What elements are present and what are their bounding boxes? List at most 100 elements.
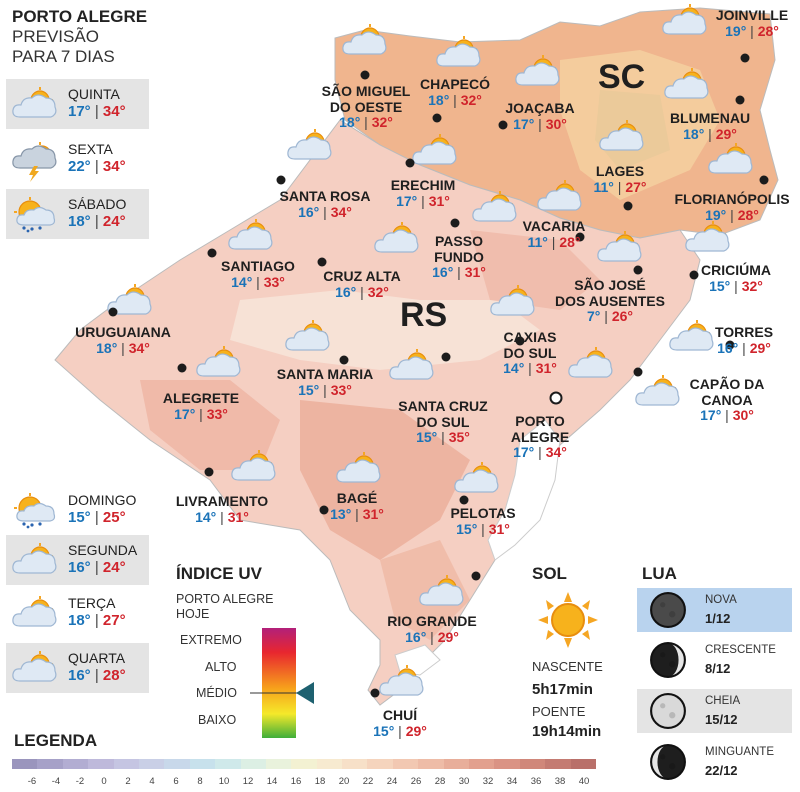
- legend-color-segment: [88, 759, 114, 769]
- legend-color-segment: [62, 759, 89, 769]
- city-marker-florianopolis: [759, 175, 769, 185]
- min-temp: 19°: [725, 22, 747, 39]
- legend-color-segment: [164, 759, 190, 769]
- min-temp: 15°: [709, 277, 731, 294]
- city-name: RIO GRANDE: [387, 613, 477, 629]
- uv-title: ÍNDICE UV: [176, 564, 262, 583]
- forecast-day-name: SEXTA: [68, 141, 113, 157]
- min-temp: 15°: [298, 381, 320, 398]
- partly-cloudy-icon: [513, 55, 561, 89]
- moon-phase-date: 22/12: [705, 763, 738, 778]
- city-erechim: ERECHIM 17° | 31°: [391, 177, 456, 209]
- max-temp: 27°: [625, 178, 647, 195]
- min-temp: 18°: [68, 213, 91, 230]
- city-marker-lages: [623, 201, 633, 211]
- partly-cloudy-icon: [595, 231, 643, 265]
- sunset-label: POENTE: [532, 704, 586, 719]
- city-chui: CHUÍ 15° | 29°: [373, 707, 427, 739]
- forecast-day-1: QUINTA 17° | 34°: [6, 79, 149, 129]
- city-temps: 16° | 32°: [335, 283, 389, 300]
- partly-cloudy-icon: [633, 375, 681, 409]
- max-temp: 27°: [102, 612, 126, 629]
- city-marker-cruz-alta: [317, 257, 327, 267]
- city-name: ALEGRETE: [162, 390, 240, 406]
- city-name: CAPÃO DA: [689, 376, 765, 392]
- min-temp: 16°: [335, 283, 357, 300]
- city-santa-maria: SANTA MARIA 15° | 33°: [277, 366, 373, 398]
- partly-cloudy-icon: [372, 222, 420, 256]
- partly-cloudy-icon: [340, 24, 388, 58]
- forecast-day-name: DOMINGO: [68, 492, 137, 508]
- min-temp: 11°: [593, 178, 614, 195]
- max-temp: 32°: [371, 114, 393, 131]
- city-temps: 15° | 33°: [298, 381, 352, 398]
- city-marker-sao-miguel: [360, 70, 370, 80]
- city-temps: 15° | 32°: [709, 277, 763, 294]
- legend-color-segment: [291, 759, 317, 769]
- max-temp: 28°: [737, 206, 759, 223]
- legend-color-segment: [494, 759, 520, 769]
- max-temp: 28°: [757, 22, 779, 39]
- city-name: SANTIAGO: [221, 258, 295, 274]
- min-temp: 19°: [705, 206, 727, 223]
- legend-color-segment: [519, 759, 546, 769]
- uv-day: HOJE: [176, 607, 210, 621]
- partly-cloudy-icon: [377, 665, 425, 699]
- city-temps: 17° | 33°: [174, 405, 228, 422]
- city-alegrete: ALEGRETE 17° | 33°: [162, 390, 240, 422]
- min-temp: 15°: [68, 509, 91, 526]
- moon-phase-4: MINGUANTE 22/12: [637, 740, 792, 784]
- legend-color-segment: [240, 759, 266, 769]
- max-temp: 34°: [102, 103, 126, 120]
- city-temps: 18° | 34°: [96, 339, 150, 356]
- city-chapeco: CHAPECÓ 18° | 32°: [420, 76, 490, 108]
- city-name: CAXIAS: [503, 329, 557, 345]
- legend-color-segment: [443, 759, 470, 769]
- moon-phase-2: CRESCENTE 8/12: [637, 638, 792, 682]
- partly-cloudy-icon: [706, 143, 754, 177]
- legend-tick-label: 32: [482, 776, 494, 787]
- city-torres: TORRES 16° | 29°: [714, 324, 774, 356]
- city-sao-miguel: SÃO MIGUEL DO OESTE 18° | 32°: [322, 83, 411, 131]
- legend-color-segment: [189, 759, 216, 769]
- uv-gradient-bar: [262, 628, 296, 738]
- city-marker-criciuma: [689, 270, 699, 280]
- legend-color-segment: [392, 759, 419, 769]
- city-pelotas: PELOTAS 15° | 31°: [450, 505, 516, 537]
- first-quarter-moon-icon: [649, 641, 687, 684]
- forecast-day-temps: 16° | 24°: [68, 559, 126, 576]
- max-temp: 34°: [102, 158, 126, 175]
- sunrise-label: NASCENTE: [532, 659, 603, 674]
- partly-cloudy-icon: [226, 219, 274, 253]
- city-marker-capao-da: [633, 367, 643, 377]
- city-temps: 18° | 29°: [683, 125, 737, 142]
- uv-level-extremo: EXTREMO: [180, 633, 242, 647]
- max-temp: 35°: [448, 429, 470, 446]
- max-temp: 34°: [545, 444, 567, 461]
- max-temp: 32°: [460, 91, 482, 108]
- sunset-time: 19h14min: [532, 723, 602, 740]
- max-temp: 31°: [488, 520, 510, 537]
- city-rio-grande: RIO GRANDE 16° | 29°: [387, 613, 477, 645]
- max-temp: 25°: [102, 509, 126, 526]
- max-temp: 34°: [330, 203, 352, 220]
- forecast-day-name: QUINTA: [68, 86, 120, 102]
- thunderstorm-icon: [10, 142, 58, 182]
- city-name: PASSO: [435, 233, 483, 249]
- lagoa-dos-patos-shape: [487, 419, 561, 561]
- city-santiago: SANTIAGO 14° | 33°: [221, 258, 295, 290]
- max-temp: 31°: [464, 264, 486, 281]
- max-temp: 30°: [545, 115, 567, 132]
- partly-cloudy-icon: [488, 285, 536, 319]
- max-temp: 29°: [437, 628, 459, 645]
- sun-title: SOL: [532, 564, 567, 583]
- city-name: TORRES: [714, 324, 774, 340]
- moon-phase-date: 15/12: [705, 712, 738, 727]
- city-name: PELOTAS: [450, 505, 516, 521]
- forecast-day-name: TERÇA: [68, 595, 116, 611]
- max-temp: 28°: [559, 233, 581, 250]
- min-temp: 16°: [405, 628, 427, 645]
- min-temp: 16°: [68, 559, 91, 576]
- legend-color-segment: [469, 759, 495, 769]
- legend-tick-label: 2: [125, 776, 131, 787]
